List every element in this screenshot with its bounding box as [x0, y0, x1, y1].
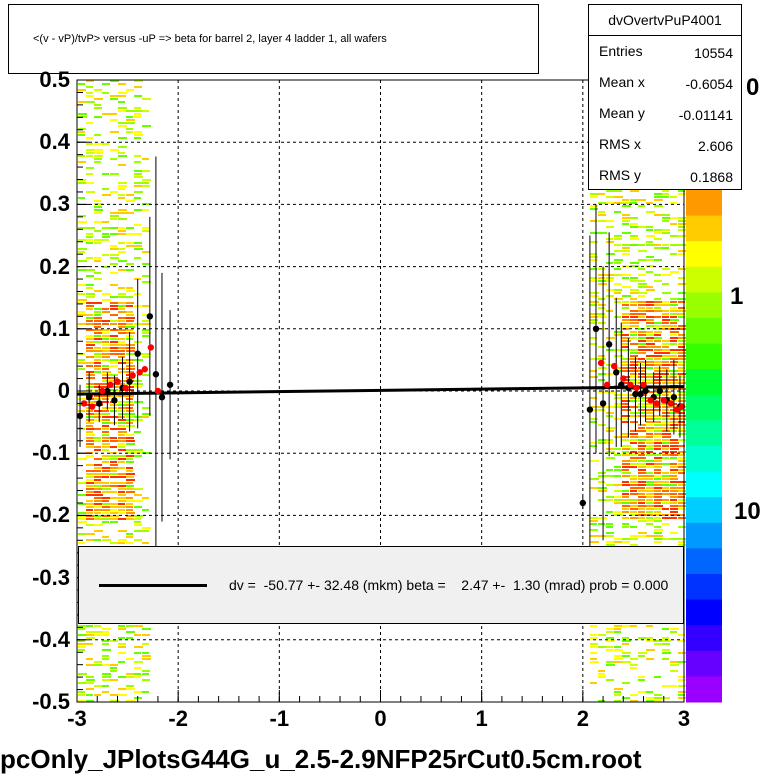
color-scale-bar — [686, 190, 722, 703]
x-tick-label: -2 — [168, 706, 188, 731]
data-point-red — [107, 381, 114, 388]
data-point-black — [618, 381, 625, 388]
data-point-black — [111, 397, 118, 404]
data-point-black — [605, 341, 613, 348]
fit-legend-line — [99, 584, 207, 587]
y-tick-label: 0 — [57, 378, 70, 403]
data-point-black — [632, 390, 639, 398]
data-point-black — [642, 387, 649, 395]
profile-points-layer — [76, 156, 686, 592]
data-point-red — [147, 344, 155, 351]
data-point-red — [141, 366, 148, 373]
fit-line-layer — [76, 385, 685, 396]
stats-row-rms-y: RMS y 0.1868 — [589, 160, 741, 191]
y-tick-label: 0.4 — [39, 129, 70, 155]
data-point-red — [80, 400, 88, 407]
data-point-black — [85, 394, 93, 401]
y-tick-label: 0.2 — [39, 253, 70, 279]
stats-value: 10554 — [694, 45, 733, 61]
data-point-red — [673, 406, 681, 413]
fit-legend-box: dv = -50.77 +- 32.48 (mkm) beta = 2.47 +… — [78, 546, 684, 624]
stats-value: -0.6054 — [685, 76, 733, 92]
y-tick-label: -0.4 — [32, 626, 70, 652]
y-tick-label: 0.1 — [39, 315, 70, 341]
stats-label: Mean y — [599, 105, 645, 121]
stats-label: RMS x — [599, 136, 641, 152]
axis-ticks — [76, 79, 685, 703]
stats-row-mean-y: Mean y -0.01141 — [589, 98, 741, 129]
fit-line — [76, 385, 685, 396]
data-point-red — [129, 372, 136, 379]
data-point-red — [610, 362, 618, 370]
stats-value: 0.1868 — [690, 169, 733, 185]
y-tick-label: 0.5 — [39, 67, 70, 92]
y-tick-label: -0.5 — [32, 689, 70, 714]
data-point-red — [647, 397, 654, 404]
data-point-black — [166, 381, 174, 388]
x-tick-label: 2 — [576, 706, 589, 731]
stats-value: -0.01141 — [678, 107, 733, 123]
data-point-black — [152, 371, 160, 378]
data-point-red — [640, 381, 647, 388]
data-point-red — [620, 375, 627, 382]
chart-title: <(v - vP)/tvP> versus -uP => beta for ba… — [33, 33, 387, 45]
data-point-black — [146, 313, 154, 320]
data-point-red — [99, 387, 106, 395]
data-point-black — [637, 390, 644, 398]
stats-label: Entries — [599, 43, 643, 59]
data-point-red — [603, 381, 611, 388]
data-point-red — [114, 378, 121, 385]
data-point-red — [627, 381, 634, 388]
x-tick-label: 0 — [374, 706, 387, 731]
fit-legend-text: dv = -50.77 +- 32.48 (mkm) beta = 2.47 +… — [229, 577, 669, 593]
x-tick-label: 3 — [677, 706, 691, 731]
data-point-black — [126, 378, 133, 385]
x-tick-label: 1 — [475, 706, 488, 731]
data-point-black — [670, 394, 678, 401]
data-point-red — [660, 397, 667, 404]
data-point-black — [599, 400, 607, 407]
data-point-black — [104, 387, 111, 395]
color-scale-label: 0 — [746, 74, 760, 101]
data-point-red — [88, 403, 96, 410]
data-point-red — [653, 400, 660, 407]
stats-row-rms-x: RMS x 2.606 — [589, 129, 741, 160]
x-tick-label: -3 — [67, 706, 87, 731]
y-tick-label: -0.2 — [32, 502, 70, 528]
y-tick-label: 0.3 — [39, 191, 70, 217]
color-scale-label: 10 — [734, 498, 760, 525]
stats-box: dvOvertvPuP4001 Entries 10554 Mean x -0.… — [588, 4, 742, 190]
stats-label: RMS y — [599, 167, 641, 183]
stats-row-entries: Entries 10554 — [589, 36, 741, 67]
data-point-black — [656, 387, 663, 395]
data-point-black — [592, 325, 600, 332]
data-point-black — [158, 394, 166, 401]
x-tick-label: -1 — [269, 706, 290, 731]
stats-value: 2.606 — [697, 138, 733, 154]
data-point-black — [96, 400, 103, 407]
data-point-black — [613, 369, 620, 376]
color-scale-label: 1 — [730, 283, 744, 310]
stats-label: Mean x — [599, 74, 645, 90]
footer-filename: pcOnly_JPlotsG44G_u_2.5-2.9NFP25rCut0.5c… — [0, 744, 642, 774]
data-point-red — [667, 400, 675, 407]
y-tick-label: -0.1 — [32, 440, 70, 466]
data-point-red — [136, 369, 143, 376]
data-point-red — [122, 384, 129, 392]
data-point-red — [597, 359, 605, 367]
stats-row-mean-x: Mean x -0.6054 — [589, 67, 741, 98]
data-point-black — [134, 350, 141, 357]
data-point-black — [579, 499, 587, 507]
data-point-red — [154, 387, 162, 395]
chart-title-box: <(v - vP)/tvP> versus -uP => beta for ba… — [8, 4, 539, 74]
y-tick-label: -0.3 — [32, 564, 70, 590]
stats-name: dvOvertvPuP4001 — [589, 5, 741, 36]
data-point-black — [586, 406, 594, 413]
data-point-red — [633, 384, 640, 392]
